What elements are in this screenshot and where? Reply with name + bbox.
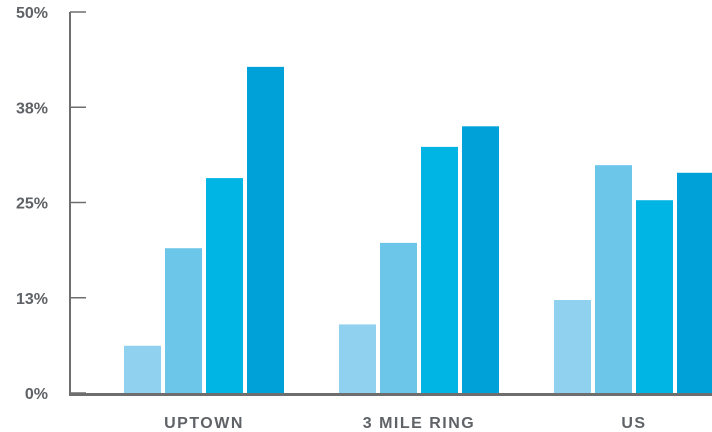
bar: [339, 324, 376, 393]
y-tick-label: 38%: [16, 100, 48, 117]
x-category-label: US: [621, 415, 646, 432]
x-axis: UPTOWN 3 MILE RING US: [69, 393, 712, 432]
x-category-label: UPTOWN: [164, 415, 244, 432]
bar: [636, 200, 673, 393]
bar: [554, 300, 591, 393]
y-tick-label: 50%: [16, 5, 48, 22]
bar: [206, 178, 243, 393]
y-tick-label: 13%: [16, 291, 48, 308]
bar: [124, 345, 161, 393]
bar: [165, 248, 202, 393]
bar: [462, 126, 499, 394]
y-tick-label: 25%: [16, 196, 48, 213]
bar: [247, 66, 284, 393]
y-axis: 0% 13% 25% 38% 50%: [16, 5, 86, 403]
bars: [124, 66, 712, 394]
bar: [380, 242, 417, 393]
bar: [595, 165, 632, 393]
bar: [677, 172, 712, 393]
bar: [421, 146, 458, 393]
x-category-label: 3 MILE RING: [363, 415, 476, 432]
y-tick-label: 0%: [25, 386, 48, 403]
